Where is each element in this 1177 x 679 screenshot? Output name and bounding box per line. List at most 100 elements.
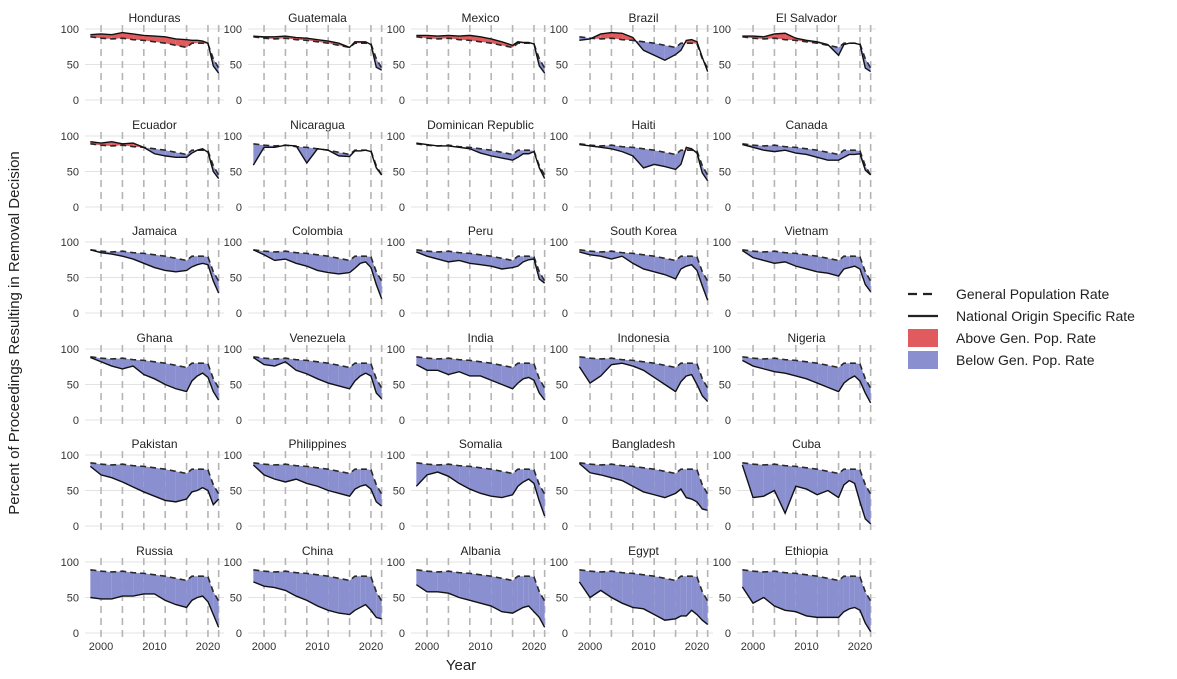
general-population-line <box>579 569 709 602</box>
national-origin-line <box>253 35 382 71</box>
area-below <box>817 469 828 495</box>
area-below <box>774 251 786 264</box>
panel-title: China <box>302 544 334 558</box>
y-tick-label: 50 <box>230 593 242 605</box>
x-tick-label: 2020 <box>848 641 872 653</box>
area-below <box>360 469 366 487</box>
panel-title: Peru <box>468 224 493 238</box>
area-below <box>590 464 601 475</box>
area-below <box>111 571 123 599</box>
area-below <box>197 256 203 265</box>
area-below <box>296 465 307 484</box>
y-tick-label: 50 <box>393 60 405 72</box>
area-below <box>349 469 355 497</box>
area-below <box>306 466 318 487</box>
y-tick-label: 0 <box>725 308 731 320</box>
area-below <box>838 256 844 277</box>
panel-nicaragua: Nicaragua 0 50 100 <box>224 118 387 214</box>
area-below <box>416 462 428 487</box>
area-below <box>349 576 355 615</box>
legend-label: Below Gen. Pop. Rate <box>956 352 1095 368</box>
panel-south-korea: South Korea 0 50 100 <box>550 224 713 320</box>
area-below <box>191 576 198 601</box>
area-below <box>376 484 382 507</box>
area-below <box>207 469 214 505</box>
area-below <box>632 360 644 371</box>
y-tick-label: 100 <box>387 450 405 462</box>
y-tick-label: 100 <box>713 237 731 249</box>
area-below <box>317 467 329 491</box>
x-tick-label: 2010 <box>305 641 329 653</box>
area-below <box>795 573 807 616</box>
panel-philippines: Philippines 0 50 100 <box>224 437 387 533</box>
area-below <box>774 358 786 374</box>
y-tick-label: 0 <box>73 521 79 533</box>
area-below <box>753 464 764 498</box>
national-origin-line <box>252 144 383 176</box>
y-tick-label: 100 <box>550 344 568 356</box>
general-population-line <box>90 462 220 495</box>
area-below <box>175 471 187 502</box>
legend-item-above: Above Gen. Pop. Rate <box>908 329 1096 347</box>
area-above <box>154 36 166 44</box>
area-below <box>491 576 502 612</box>
area-below <box>523 150 529 154</box>
area-below <box>213 58 219 74</box>
area-below <box>865 378 871 403</box>
area-below <box>654 363 665 385</box>
area-below <box>702 378 708 402</box>
x-tick-label: 2000 <box>741 641 765 653</box>
area-below <box>843 363 850 384</box>
area-above <box>186 39 192 48</box>
legend-item-below: Below Gen. Pop. Rate <box>908 351 1095 369</box>
panel-peru: Peru 0 50 100 <box>387 224 550 320</box>
national-origin-line <box>578 462 708 512</box>
area-below <box>806 254 818 272</box>
y-tick-label: 50 <box>719 273 731 285</box>
panel-vietnam: Vietnam 0 50 100 <box>713 224 876 320</box>
area-below <box>469 360 481 376</box>
area-below <box>317 254 329 273</box>
area-below <box>528 363 534 381</box>
general-population-line <box>416 356 546 389</box>
area-below <box>691 469 697 502</box>
area-below <box>523 469 529 482</box>
legend-key-swatch <box>908 351 938 369</box>
area-below <box>675 363 681 392</box>
y-tick-label: 50 <box>230 273 242 285</box>
y-tick-label: 100 <box>550 557 568 569</box>
general-population-line <box>253 143 383 176</box>
area-below <box>338 471 350 497</box>
y-tick-label: 50 <box>556 486 568 498</box>
panel-canada: Canada 0 50 100 <box>713 118 876 214</box>
area-below <box>191 256 198 267</box>
area-below <box>817 363 828 388</box>
y-tick-label: 0 <box>73 95 79 107</box>
area-below <box>101 571 112 599</box>
area-below <box>533 469 540 502</box>
general-population-line <box>253 36 383 69</box>
y-tick-label: 100 <box>224 344 242 356</box>
area-below <box>213 591 219 628</box>
area-below <box>213 165 219 179</box>
y-tick-label: 0 <box>562 521 568 533</box>
area-below <box>795 466 807 490</box>
area-below <box>600 464 612 478</box>
y-tick-label: 50 <box>393 593 405 605</box>
area-below <box>838 576 844 618</box>
y-tick-label: 0 <box>562 308 568 320</box>
y-tick-label: 100 <box>61 131 79 143</box>
general-population-line <box>579 36 709 69</box>
y-tick-label: 100 <box>550 237 568 249</box>
national-origin-line <box>416 34 546 74</box>
national-origin-line <box>579 251 709 301</box>
panel-el-salvador: El Salvador 0 50 100 <box>713 11 876 107</box>
area-below <box>328 576 339 614</box>
national-origin-line <box>90 356 220 401</box>
area-below <box>696 256 703 287</box>
area-below <box>523 576 529 608</box>
area-below <box>354 576 361 611</box>
general-population-line <box>742 36 872 69</box>
area-below <box>512 256 518 268</box>
area-below <box>370 576 377 618</box>
